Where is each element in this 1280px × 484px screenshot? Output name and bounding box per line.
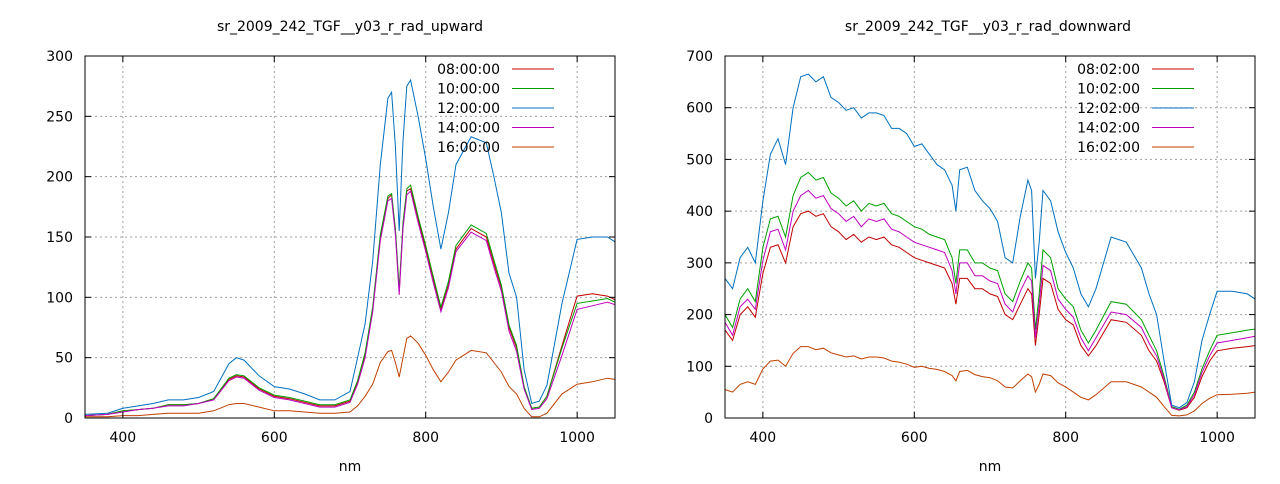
series-line-12-02-00	[724, 73, 1256, 409]
legend-label: 16:02:00	[1077, 140, 1140, 156]
x-axis-label: nm	[339, 459, 362, 475]
series-line-16-00-00	[85, 335, 616, 418]
series-line-10-02-00	[724, 171, 1256, 410]
legend-label: 08:00:00	[437, 62, 500, 78]
legend-label: 14:00:00	[437, 121, 500, 137]
series-line-08-00-00	[84, 187, 616, 417]
series-line-08-02-00	[724, 210, 1256, 411]
y-tick-label: 600	[686, 101, 713, 117]
y-tick-label: 0	[704, 411, 713, 427]
series-line-14-00-00	[84, 190, 616, 417]
x-axis-label: nm	[979, 459, 1002, 475]
series-line-14-02-00	[724, 189, 1256, 411]
legend-label: 12:02:00	[1077, 101, 1140, 117]
x-tick-label: 1000	[559, 430, 595, 446]
y-tick-label: 200	[686, 308, 713, 324]
y-tick-label: 100	[46, 290, 73, 306]
legend-label: 10:00:00	[437, 82, 500, 98]
y-tick-label: 200	[46, 170, 73, 186]
y-tick-label: 250	[46, 109, 73, 125]
y-tick-label: 50	[55, 351, 73, 367]
x-tick-label: 400	[749, 430, 776, 446]
y-tick-label: 700	[686, 49, 713, 65]
y-tick-label: 300	[46, 49, 73, 65]
y-tick-label: 400	[686, 204, 713, 220]
legend-label: 10:02:00	[1077, 82, 1140, 98]
legend-label: 14:02:00	[1077, 121, 1140, 137]
x-tick-label: 600	[261, 430, 288, 446]
series-line-10-00-00	[84, 184, 616, 417]
plot-frame	[724, 55, 1256, 419]
series-line-12-00-00	[84, 78, 616, 415]
x-tick-label: 1000	[1199, 430, 1235, 446]
x-tick-label: 600	[901, 430, 928, 446]
y-tick-label: 0	[64, 411, 73, 427]
y-tick-label: 100	[686, 359, 713, 375]
y-tick-label: 500	[686, 152, 713, 168]
x-tick-label: 800	[412, 430, 439, 446]
legend-label: 12:00:00	[437, 101, 500, 117]
series-line-16-02-00	[724, 346, 1256, 417]
chart-panel-1: 400 600 800 1000 0 50 100 150 200 250 300 sr_2009_2…	[46, 19, 616, 475]
chart-title: sr_2009_242_TGF__y03_r_rad_downward	[845, 19, 1131, 35]
y-tick-label: 300	[686, 256, 713, 272]
legend-label: 08:02:00	[1077, 62, 1140, 78]
chart-title: sr_2009_242_TGF__y03_r_rad_upward	[217, 19, 483, 35]
legend-label: 16:00:00	[437, 140, 500, 156]
x-tick-label: 800	[1052, 430, 1079, 446]
chart-panel-2: 400 600 800 1000 0 100 200 300 400 500 600 700 sr_20…	[686, 19, 1256, 475]
x-tick-label: 400	[109, 430, 136, 446]
y-tick-label: 150	[46, 230, 73, 246]
